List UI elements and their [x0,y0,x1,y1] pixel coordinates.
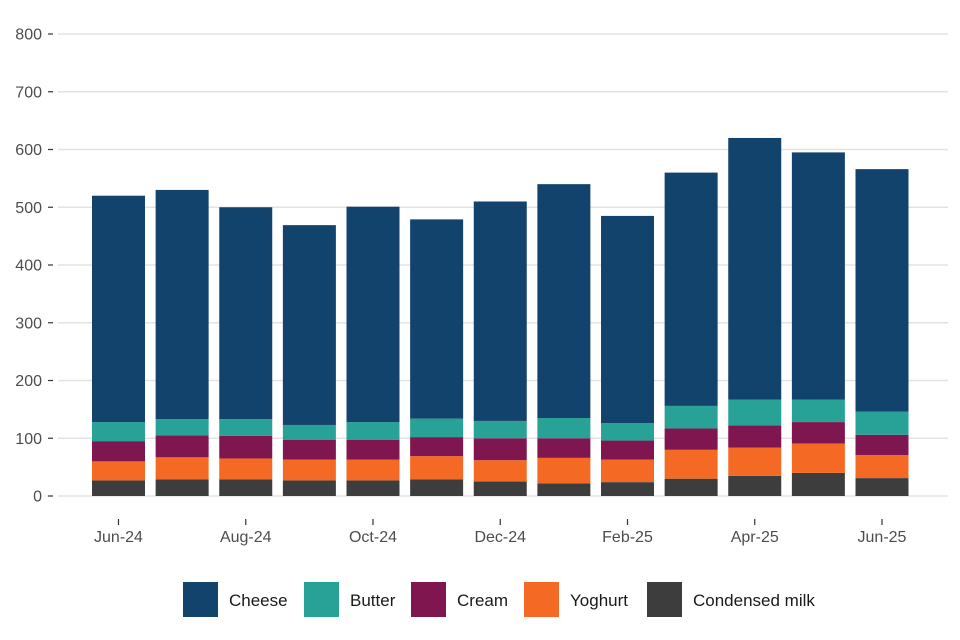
legend-swatch [411,582,446,617]
bar-segment [155,479,209,496]
bar-segment [728,447,782,476]
bar-segment [664,428,718,450]
bar-segment [537,438,591,458]
bar-segment [92,480,145,496]
legend-swatch [304,582,339,617]
bar-segment [219,207,273,420]
bar-segment [155,457,209,480]
bar-segment [855,455,909,479]
bar-segment [664,172,718,406]
legend-label: Cheese [229,591,288,610]
bar-segment [282,439,336,460]
bar-segment [728,475,782,496]
bar-segment [92,422,145,442]
bar-segment [346,422,400,440]
bar-segment [473,460,527,482]
bars [92,137,909,496]
y-tick-label: 200 [15,373,42,390]
bar-segment [791,422,845,444]
x-axis: Jun-24 Aug-24 Oct-24 Dec-24 Feb-25 Apr-25 Jun-… [94,519,907,546]
bar-segment [728,399,782,426]
legend-swatch [524,582,559,617]
x-tick-label: Apr-25 [731,529,779,546]
bar-segment [537,457,591,484]
bar-segment [791,399,845,423]
legend-label: Butter [350,591,396,610]
legend: Cheese Butter Cream Yoghurt Condensed milk [183,582,815,617]
bar-segment [537,418,591,439]
bar-segment [410,456,464,480]
bar-segment [410,418,464,438]
bar-segment [473,201,527,421]
y-tick-label: 700 [15,84,42,101]
y-tick-label: 800 [15,27,42,44]
bar-segment [601,215,654,424]
bar-segment [473,438,527,461]
y-axis: 0 100 200 300 400 500 600 700 800 [15,27,53,506]
bar-segment [92,461,145,481]
bar-segment [664,405,718,429]
y-tick-label: 500 [15,200,42,217]
bar-segment [537,483,591,496]
bar-segment [537,184,591,419]
x-tick-label: Jun-25 [858,529,907,546]
bar-segment [791,443,845,473]
bar-segment [219,479,273,496]
bar-segment [155,435,209,458]
x-tick-label: Dec-24 [474,529,526,546]
bar-segment [282,480,336,496]
bar-segment [346,459,400,481]
bar-segment [728,425,782,448]
bar-segment [855,478,909,496]
bar-segment [346,480,400,496]
bar-segment [473,420,527,439]
legend-label: Yoghurt [570,591,628,610]
bar-segment [473,481,527,496]
y-tick-label: 300 [15,315,42,332]
bar-segment [855,411,909,435]
x-tick-label: Jun-24 [94,529,143,546]
bar-segment [282,424,336,440]
bar-segment [346,439,400,460]
x-tick-label: Aug-24 [220,529,272,546]
y-tick-label: 100 [15,431,42,448]
bar-segment [601,423,654,441]
legend-swatch [183,582,218,617]
bar-segment [664,478,718,496]
bar-segment [346,206,400,423]
bar-segment [410,479,464,496]
y-tick-label: 600 [15,142,42,159]
bar-segment [410,437,464,457]
legend-label: Cream [457,591,508,610]
bar-segment [282,459,336,481]
bar-segment [791,472,845,496]
bar-segment [855,169,909,412]
y-tick-label: 400 [15,258,42,275]
bar-segment [664,449,718,479]
x-tick-label: Feb-25 [602,529,653,546]
bar-segment [601,440,654,460]
legend-label: Condensed milk [693,591,815,610]
bar-segment [219,435,273,459]
bar-segment [92,441,145,462]
bar-segment [155,189,209,420]
bar-segment [219,419,273,436]
bar-segment [601,482,654,496]
bar-segment [282,225,336,425]
bar-segment [92,195,145,423]
bar-segment [855,434,909,455]
bar-segment [410,219,464,419]
bar-segment [219,458,273,480]
legend-swatch [647,582,682,617]
bar-segment [601,459,654,483]
bar-segment [791,152,845,400]
bar-segment [728,137,782,400]
y-tick-label: 0 [33,489,42,506]
x-tick-label: Oct-24 [349,529,397,546]
bar-segment [155,419,209,436]
